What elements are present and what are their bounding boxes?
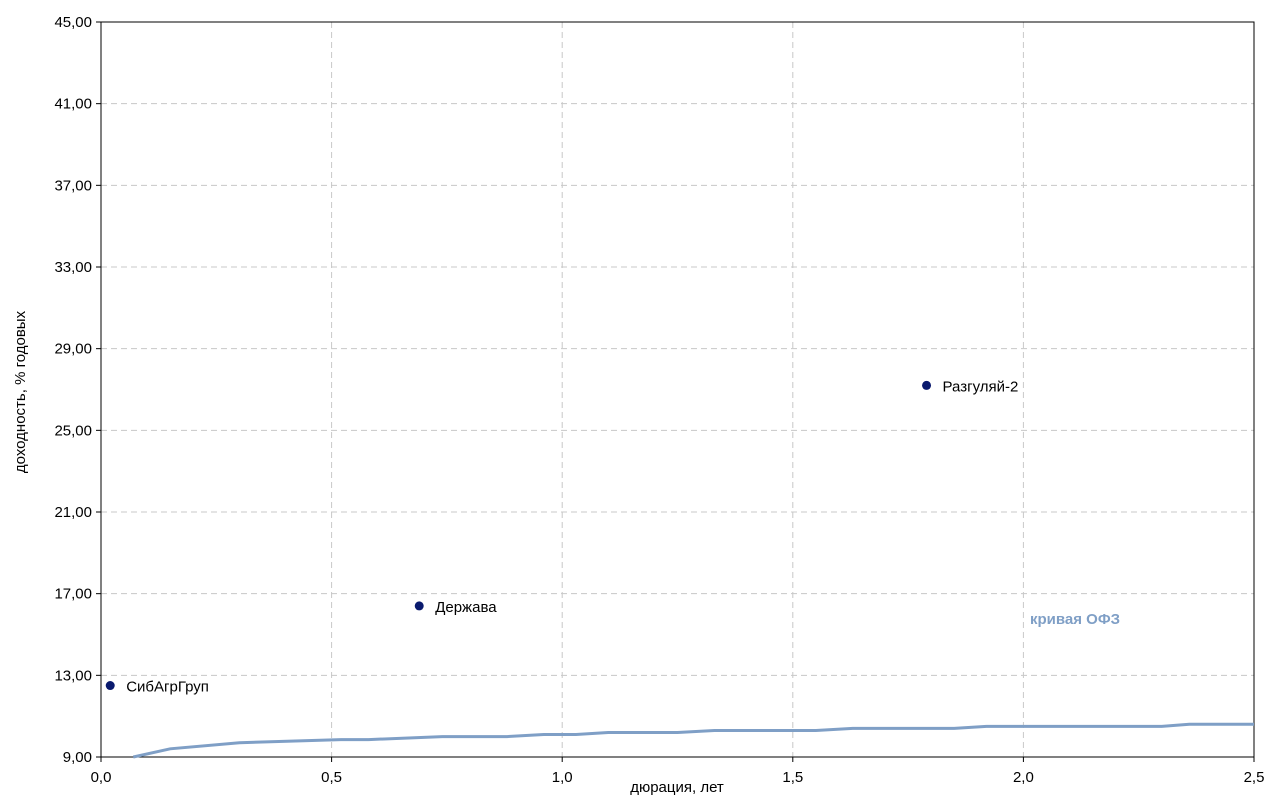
x-tick-label: 0,0	[91, 769, 112, 786]
x-tick-label: 0,5	[321, 769, 342, 786]
y-tick-label: 21,00	[54, 504, 92, 521]
y-axis-label: доходность, % годовых	[12, 310, 29, 473]
scatter-points: СибАгрГруп Держава Разгуляй-2	[105, 378, 1019, 696]
x-axis-ticks: 0,0 0,5 1,0 1,5 2,0 2,5	[91, 757, 1265, 786]
y-tick-label: 9,00	[63, 749, 92, 766]
grid-lines	[101, 22, 1254, 757]
y-tick-label: 33,00	[54, 259, 92, 276]
scatter-point-label: Разгуляй-2	[943, 378, 1019, 395]
x-tick-label: 2,5	[1244, 769, 1265, 786]
y-tick-label: 29,00	[54, 341, 92, 358]
y-tick-label: 41,00	[54, 96, 92, 113]
ofz-curve-label: кривая ОФЗ	[1030, 611, 1120, 628]
x-tick-label: 1,0	[552, 769, 573, 786]
x-tick-label: 1,5	[782, 769, 803, 786]
y-tick-label: 25,00	[54, 422, 92, 439]
x-axis-label: дюрация, лет	[630, 779, 724, 796]
scatter-point	[414, 601, 424, 611]
y-axis-ticks: 9,00 13,00 17,00 21,00 25,00 29,00 33,00 37,00 4…	[54, 14, 101, 766]
ofz-curve-line	[132, 722, 1254, 759]
x-tick-label: 2,0	[1013, 769, 1034, 786]
y-tick-label: 17,00	[54, 586, 92, 603]
scatter-point	[105, 681, 115, 691]
plot-area-frame	[100, 21, 1255, 758]
scatter-point	[922, 380, 932, 390]
scatter-point-label: Держава	[435, 599, 497, 616]
scatter-point-label: СибАгрГруп	[126, 679, 209, 696]
y-tick-label: 45,00	[54, 14, 92, 31]
y-tick-label: 13,00	[54, 667, 92, 684]
y-tick-label: 37,00	[54, 177, 92, 194]
